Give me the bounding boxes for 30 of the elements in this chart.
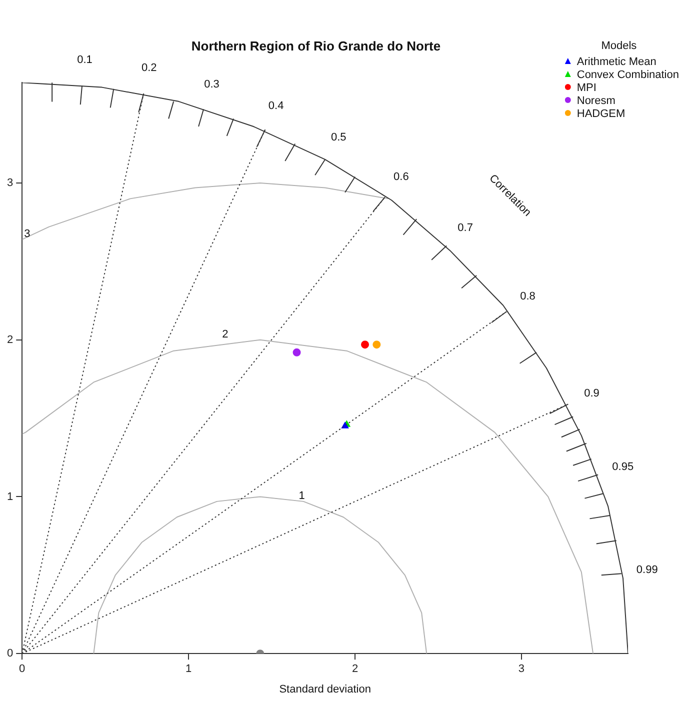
annotation: 0.7	[458, 222, 473, 234]
annotation: 3	[24, 228, 30, 240]
legend-title: Models	[600, 40, 638, 52]
annotation: 1	[298, 490, 305, 502]
x-tick-label: 1	[186, 663, 192, 676]
x-tick-label: 2	[352, 663, 358, 676]
legend-label: MPI	[576, 82, 596, 94]
y-tick-label: 2	[6, 334, 14, 346]
annotation: 0.95	[612, 461, 634, 474]
chart-title: Northern Region of Rio Grande do Norte	[191, 38, 441, 54]
y-tick-label: 0	[6, 648, 14, 660]
annotation: 2	[222, 328, 228, 340]
x-tick-label: 3	[518, 663, 525, 676]
legend-label: Noresm	[576, 94, 616, 106]
y-tick-label: 1	[6, 490, 14, 503]
annotation: 0.3	[204, 78, 220, 91]
annotation: 0.1	[77, 54, 92, 66]
legend-label: HADGEM	[576, 108, 626, 120]
x-axis-title: Standard deviation	[279, 683, 371, 696]
annotation: 0.99	[636, 564, 658, 576]
annotation: 0.2	[141, 62, 157, 74]
annotation: 0.9	[584, 387, 600, 400]
legend-label: Convex Combination	[576, 68, 679, 80]
annotation: 0.4	[268, 100, 284, 112]
annotation: 0.6	[394, 170, 409, 183]
y-tick-label: 3	[6, 177, 14, 190]
legend-label: Arithmetic Mean	[576, 56, 656, 68]
x-tick-label: 0	[19, 663, 26, 676]
annotation: 0.8	[520, 290, 536, 303]
annotation: 0.5	[331, 131, 346, 144]
